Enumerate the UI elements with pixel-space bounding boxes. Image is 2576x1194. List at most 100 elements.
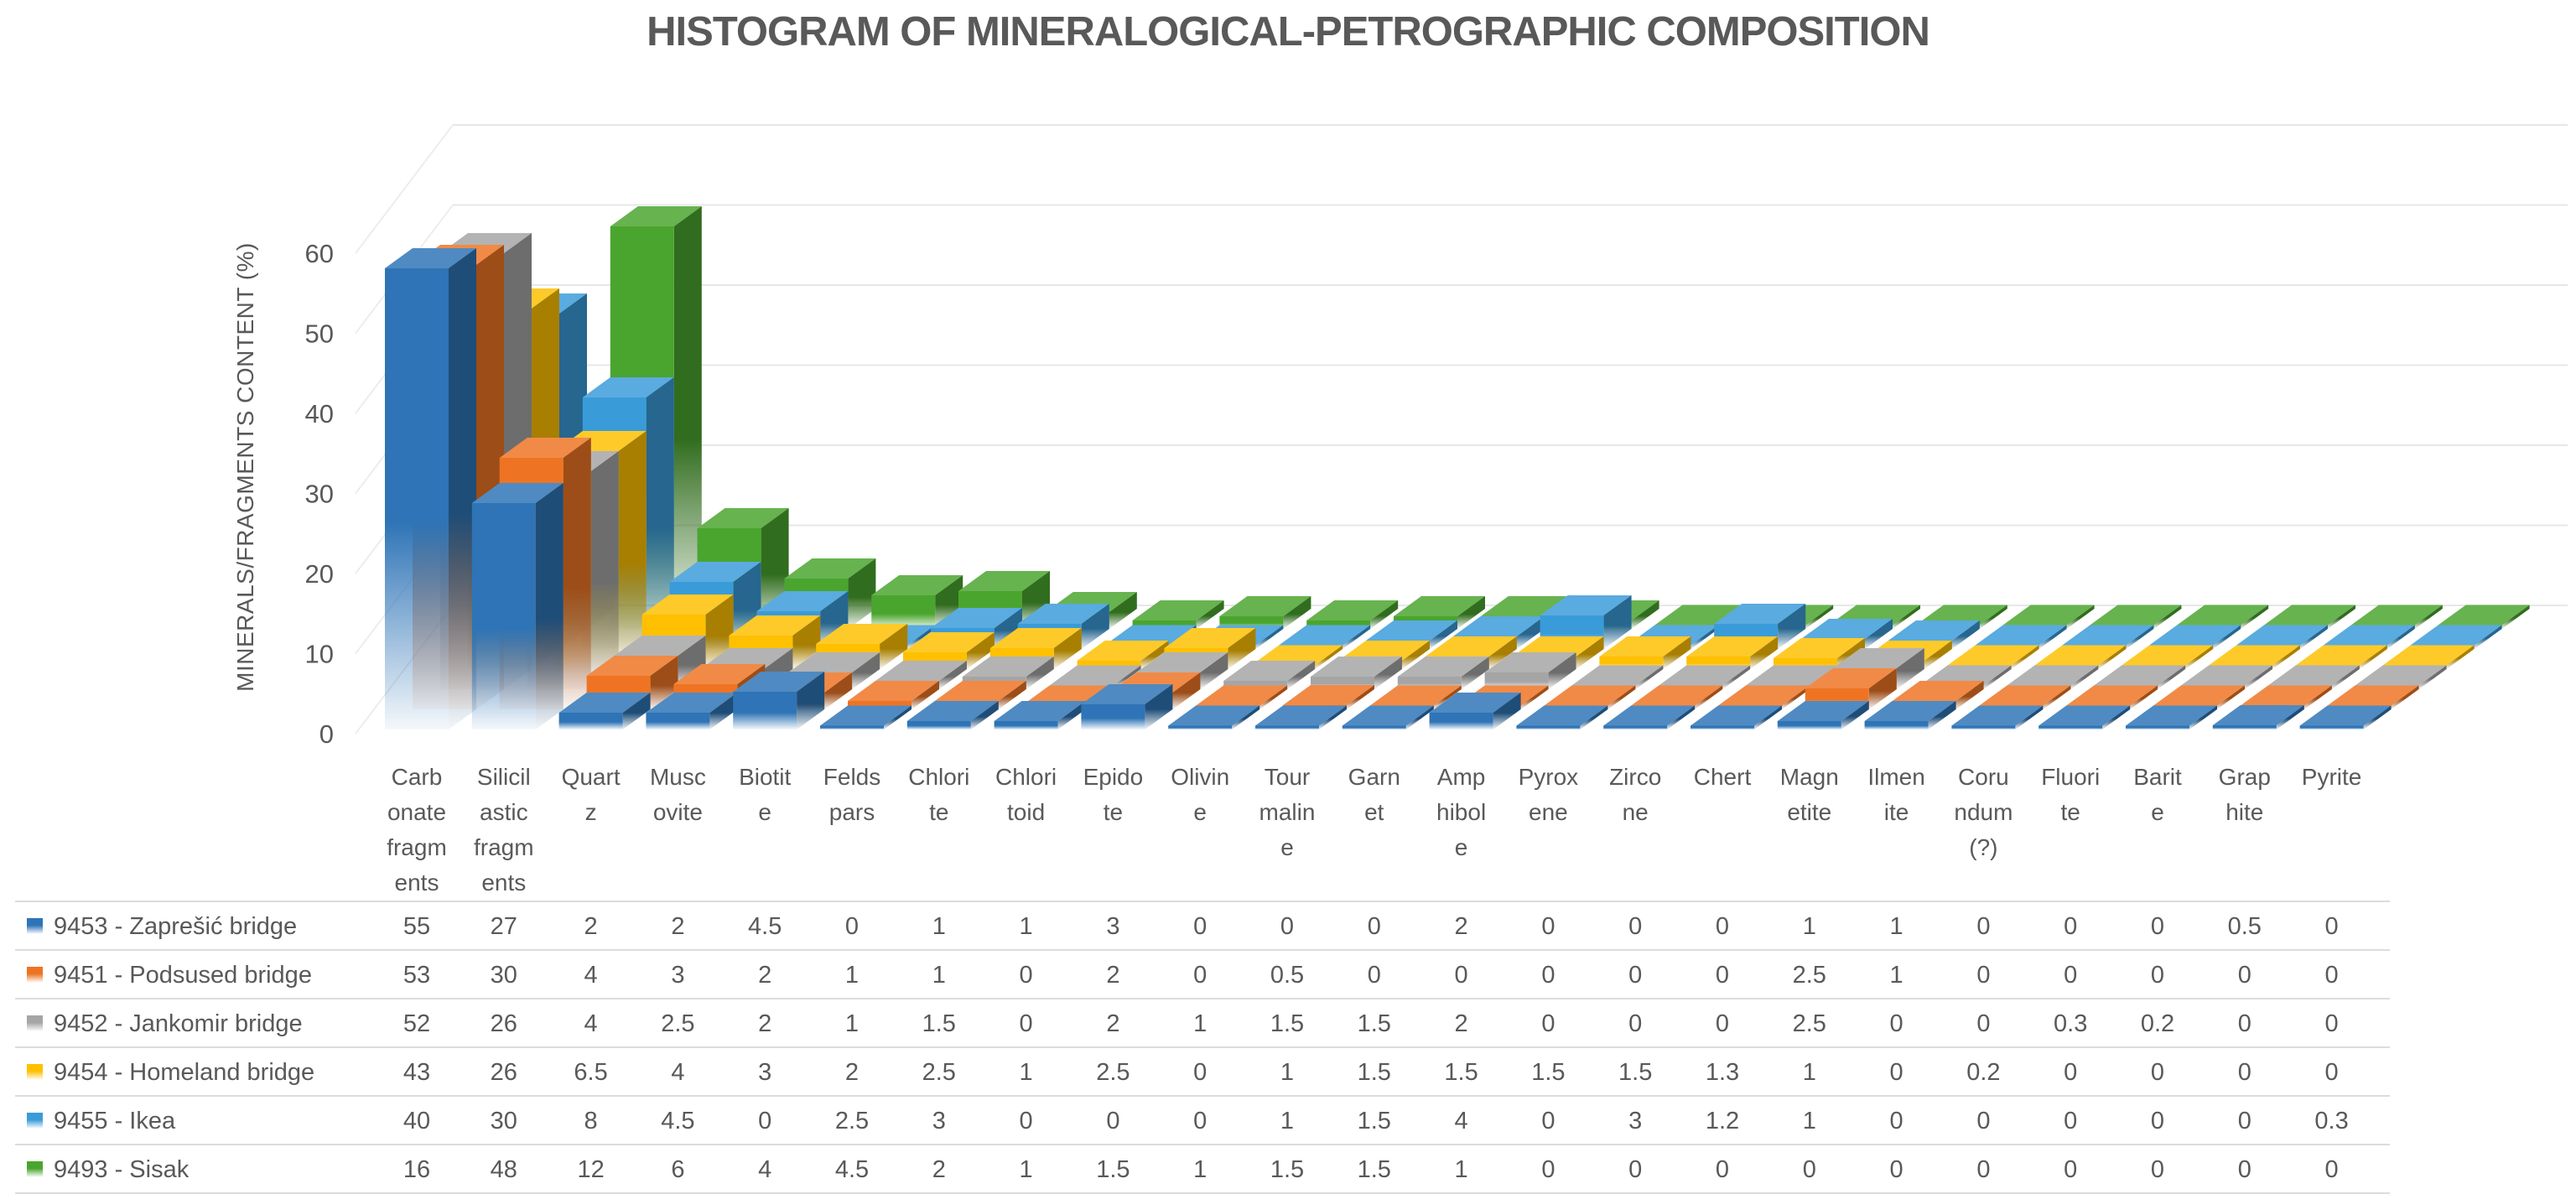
value-cell: 1 [844,1010,860,1037]
value-cell: 0 [1019,1010,1033,1037]
value-cell: 0 [2237,962,2251,989]
category-label: Chert [1694,764,1752,790]
value-cell: 1 [1802,913,1816,940]
value-cell: 0 [1019,1108,1033,1134]
table-row: 9455 - Ikea 40 30 8 4.5 0 2.5 3 0 0 0 1 1.5 4 0 3 1.2 1 0 0… [15,1095,2390,1144]
value-cell: 4 [584,962,598,989]
value-cell: 0 [1715,1010,1730,1037]
series-row-label: 9455 - Ikea [54,1108,176,1134]
value-cell: 27 [490,913,517,940]
category-label: Pyrox [1519,764,1579,790]
legend-swatch [27,918,43,934]
value-cell: 4 [1454,1108,1468,1134]
value-cell: 0 [1193,1108,1208,1134]
bar-9453-Muscovite [646,693,738,729]
value-cell: 0 [1976,962,1991,989]
value-cell: 48 [490,1156,517,1183]
value-cell: 0 [2324,1156,2339,1183]
data-table: 9453 - Zaprešić bridge 55 27 2 2 4.5 0 1 1 3 0 0 0 2 0… [15,901,2390,1194]
value-cell: 52 [402,1010,431,1037]
category-label: Olivin [1171,764,1229,790]
value-cell: 0 [1193,913,1208,940]
value-cell: 0 [1715,962,1730,989]
series-row-label: 9453 - Zaprešić bridge [54,913,298,940]
category-label: ovite [653,799,703,825]
y-tick-label: 40 [305,399,334,428]
table-row: 9453 - Zaprešić bridge 55 27 2 2 4.5 0 1 1 3 0 0 0 2 0… [15,901,2390,949]
value-cell: 2 [758,962,772,989]
category-label: Tour [1265,764,1310,790]
value-cell: 26 [490,1059,517,1086]
value-cell: 1 [1193,1010,1208,1037]
bar-9453-Biotite [733,672,825,729]
value-cell: 1.5 [1357,1108,1391,1134]
value-cell: 0 [1889,1156,1903,1183]
series-row-label: 9452 - Jankomir bridge [54,1010,303,1037]
bar-9453-Tourmaline [1255,705,1347,729]
value-cell: 1 [1454,1156,1468,1183]
category-label: malin [1259,799,1316,825]
value-cell: 0 [1889,1108,1903,1134]
value-cell: 4.5 [661,1108,695,1134]
value-cell: 2.5 [1792,1010,1826,1037]
value-cell: 0 [1628,962,1643,989]
bar-9453-Epidote [1081,684,1173,729]
value-cell: 0 [2324,1010,2339,1037]
legend-swatch [27,1113,43,1129]
category-label: Musc [650,764,706,790]
value-cell: 0.5 [2227,913,2262,940]
category-label: onate [387,799,446,825]
y-axis-title: MINERALS/FRAGMENTS CONTENT (%) [232,242,258,692]
category-label: Felds [823,764,880,790]
legend-swatch [27,967,43,983]
value-cell: 0 [1802,1156,1816,1183]
bar-9493-Epidote [1219,596,1311,629]
value-cell: 0 [2150,1059,2165,1086]
bar-9453-Ilmenite [1864,701,1956,729]
bar-9453-Chlorite [906,701,999,729]
category-label: ne [1623,799,1649,825]
y-tick-label: 20 [305,559,334,589]
legend-swatch [27,1015,43,1031]
value-cell: 0 [1628,913,1643,940]
bar-9452-Olivine [1223,661,1316,689]
value-cell: 6.5 [574,1059,608,1086]
value-cell: 1.5 [1357,1059,1391,1086]
table-row: 9493 - Sisak 16 48 12 6 4 4.5 2 1 1.5 1 1.5 1.5 1 0 0 0 0… [15,1144,2390,1192]
value-cell: 1.5 [1270,1010,1305,1037]
legend-swatch [27,1064,43,1080]
value-cell: 1.5 [1357,1156,1391,1183]
value-cell: 1.2 [1705,1108,1740,1134]
value-cell: 55 [402,913,431,940]
bar-9454-Chloritoid [1077,641,1169,669]
bar-9452-Amphibole [1484,652,1576,689]
category-label: Biotit [739,764,791,790]
value-cell: 0 [2237,1010,2251,1037]
bar-9453-Amphibole [1429,693,1521,729]
bar-9453-Zircone [1603,705,1696,729]
legend-swatch [27,1161,43,1177]
bar-9453-Corundum [1951,705,2044,729]
value-cell: 1 [932,913,946,940]
value-cell: 2 [844,1059,860,1086]
value-cell: 1 [1280,1108,1295,1134]
category-label: z [585,799,597,825]
value-cell: 0 [2324,962,2339,989]
category-label: e [758,799,771,825]
value-cell: 1 [932,962,946,989]
value-cell: 1 [1889,962,1903,989]
bar-9493-Olivine [1306,600,1399,629]
value-cell: 0 [2064,1059,2078,1086]
value-cell: 0 [1193,1059,1208,1086]
value-cell: 0 [2150,1156,2165,1183]
value-cell: 0 [1976,1010,1991,1037]
value-cell: 0.5 [1270,962,1305,989]
value-cell: 1.5 [922,1010,956,1037]
value-cell: 0 [1454,962,1468,989]
value-cell: 0 [758,1108,772,1134]
category-label: ents [481,870,526,896]
value-cell: 40 [402,1108,431,1134]
value-cell: 2 [1106,962,1120,989]
